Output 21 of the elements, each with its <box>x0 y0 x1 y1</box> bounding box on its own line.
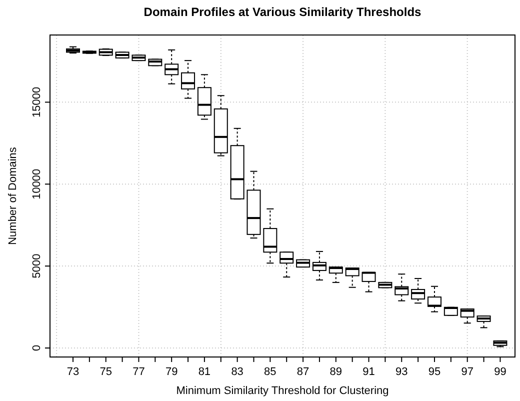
x-tick-label: 97 <box>461 366 474 378</box>
x-tick-label: 93 <box>396 366 408 378</box>
x-tick-label: 99 <box>494 366 506 378</box>
x-tick-label: 83 <box>231 366 244 378</box>
chart-title: Domain Profiles at Various Similarity Thresholds <box>144 5 422 19</box>
x-tick-label: 85 <box>264 366 276 378</box>
x-tick-label: 79 <box>165 366 178 378</box>
x-tick-label: 75 <box>100 366 112 378</box>
x-tick-label: 81 <box>198 366 211 378</box>
x-tick-label: 95 <box>428 366 441 378</box>
x-tick-label: 77 <box>132 366 145 378</box>
y-tick-label: 5000 <box>31 254 43 278</box>
x-tick-label: 89 <box>330 366 342 378</box>
x-tick-label: 91 <box>362 366 375 378</box>
y-tick-label: 0 <box>31 344 43 352</box>
x-tick-label: 73 <box>66 366 80 378</box>
y-tick-label: 10000 <box>31 168 43 200</box>
x-tick-label: 87 <box>296 366 310 378</box>
y-tick-label: 15000 <box>31 86 43 118</box>
y-axis-title: Number of Domains <box>7 146 19 245</box>
x-axis-title: Minimum Similarity Threshold for Clustering <box>176 385 389 397</box>
